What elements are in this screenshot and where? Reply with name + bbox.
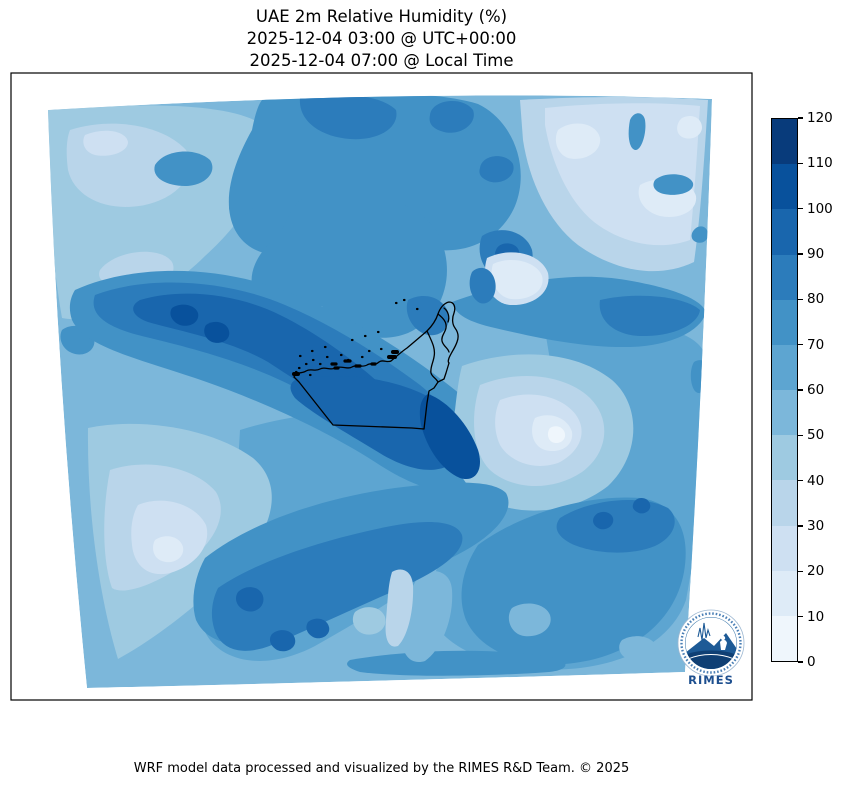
uae-border-line xyxy=(293,362,450,430)
colorbar-segment-80-90 xyxy=(772,254,797,300)
contour-region xyxy=(469,267,496,304)
colorbar-segment-110-120 xyxy=(772,119,797,165)
contour-region xyxy=(269,630,296,652)
contour-region xyxy=(352,607,386,635)
logo-wave xyxy=(685,650,737,669)
uae-outline xyxy=(292,298,459,430)
contour-region xyxy=(619,636,657,661)
colorbar-segment-50-60 xyxy=(772,390,797,436)
contour-region xyxy=(299,95,397,140)
contour-region xyxy=(236,587,264,612)
contour-region xyxy=(290,376,463,470)
emirate-inner-border xyxy=(426,330,439,383)
colorbar-segment-40-50 xyxy=(772,435,797,481)
title-line-variable: UAE 2m Relative Humidity (%) xyxy=(255,7,508,26)
rimes-logo-text: RIMES xyxy=(688,673,734,687)
logo-wave-highlight xyxy=(687,654,735,660)
contour-region xyxy=(406,295,449,336)
contour-region xyxy=(556,499,675,553)
colorbar-segment-10-20 xyxy=(772,570,797,616)
peninsula-detail xyxy=(443,307,450,323)
contour-region xyxy=(491,259,543,300)
contour-region xyxy=(555,123,601,159)
colorbar-segment-0-10 xyxy=(772,615,797,662)
contour-region xyxy=(677,116,702,139)
logo-text-ring xyxy=(680,612,742,674)
contour-region xyxy=(419,394,480,480)
colorbar xyxy=(771,118,798,662)
footer-credit: WRF model data processed and visualized … xyxy=(133,761,630,776)
coastal-landmass-marks xyxy=(292,350,399,376)
contour-region xyxy=(204,321,230,343)
contour-region xyxy=(547,426,566,444)
contour-region xyxy=(153,536,184,563)
colorbar-segment-70-80 xyxy=(772,299,797,345)
logo-seismograph-icon xyxy=(697,622,711,641)
contour-region xyxy=(170,304,199,326)
colorbar-segment-100-110 xyxy=(772,164,797,210)
contour-region xyxy=(628,113,646,150)
contour-region xyxy=(479,156,514,183)
title-line-local-time: 2025-12-04 07:00 @ Local Time xyxy=(249,51,514,70)
contour-region xyxy=(593,511,614,530)
island-dots xyxy=(294,298,419,377)
contour-region xyxy=(599,295,700,337)
title-line-utc-time: 2025-12-04 03:00 @ UTC+00:00 xyxy=(246,29,517,48)
contour-region xyxy=(347,650,566,676)
colorbar-segment-20-30 xyxy=(772,525,797,571)
figure-title: UAE 2m Relative Humidity (%) 2025-12-04 … xyxy=(11,6,752,72)
contour-region xyxy=(229,196,254,217)
contour-region xyxy=(653,174,694,195)
island-clusters xyxy=(330,359,377,370)
contour-region xyxy=(632,498,651,514)
rimes-logo: RIMES xyxy=(676,607,746,689)
contour-fill-field xyxy=(48,95,712,689)
contour-region xyxy=(691,226,709,243)
emirate-inner-border xyxy=(437,313,450,353)
colorbar-segment-30-40 xyxy=(772,480,797,526)
contour-region xyxy=(83,130,128,156)
contour-region xyxy=(306,618,330,639)
colorbar-segment-60-70 xyxy=(772,344,797,391)
contour-region xyxy=(385,569,414,647)
logo-person-head xyxy=(720,635,726,641)
uae-coastline xyxy=(293,301,459,378)
contour-region xyxy=(401,570,453,663)
contour-region xyxy=(211,522,463,651)
contour-region xyxy=(508,603,551,637)
contour-region xyxy=(429,101,474,133)
contour-region xyxy=(154,151,213,186)
logo-person-body xyxy=(720,639,727,650)
colorbar-segment-90-100 xyxy=(772,209,797,255)
